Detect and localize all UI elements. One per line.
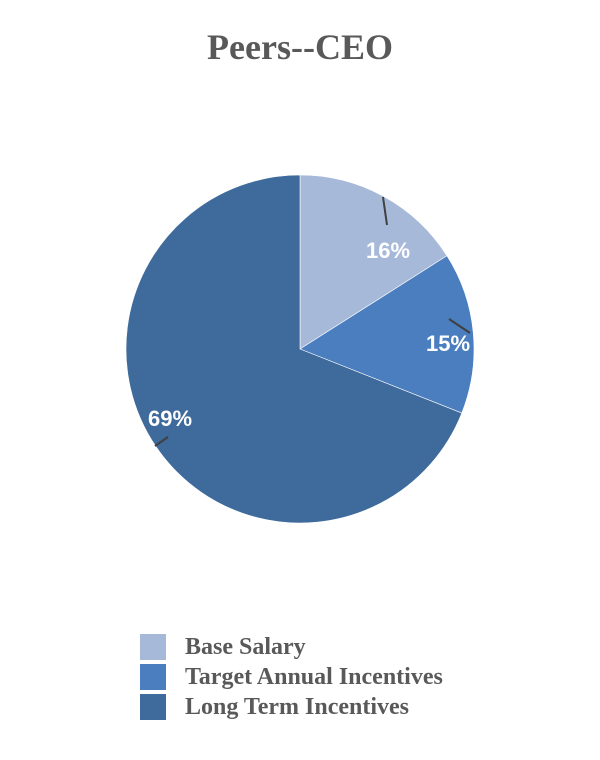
data-label: 16% (366, 238, 410, 263)
leader-line (448, 318, 471, 334)
legend-swatch-icon (140, 694, 166, 720)
legend-item-target-annual-incentives: Target Annual Incentives (140, 662, 443, 692)
pie-slice-target-annual-incentives (299, 255, 475, 414)
legend-item-long-term-incentives: Long Term Incentives (140, 692, 443, 722)
data-label: 15% (426, 331, 470, 356)
legend-swatch-icon (140, 664, 166, 690)
pie-chart: 16% 15% 69% (125, 174, 475, 524)
legend-swatch-icon (140, 634, 166, 660)
legend-item-base-salary: Base Salary (140, 632, 443, 662)
pie-slice-base-salary (299, 174, 448, 350)
leader-line (382, 196, 388, 226)
leader-line (154, 436, 169, 447)
data-label: 69% (148, 406, 192, 431)
pie-slice-long-term-incentives (125, 174, 463, 524)
chart-title: Peers--CEO (207, 27, 393, 67)
legend: Base Salary Target Annual Incentives Lon… (140, 632, 443, 722)
